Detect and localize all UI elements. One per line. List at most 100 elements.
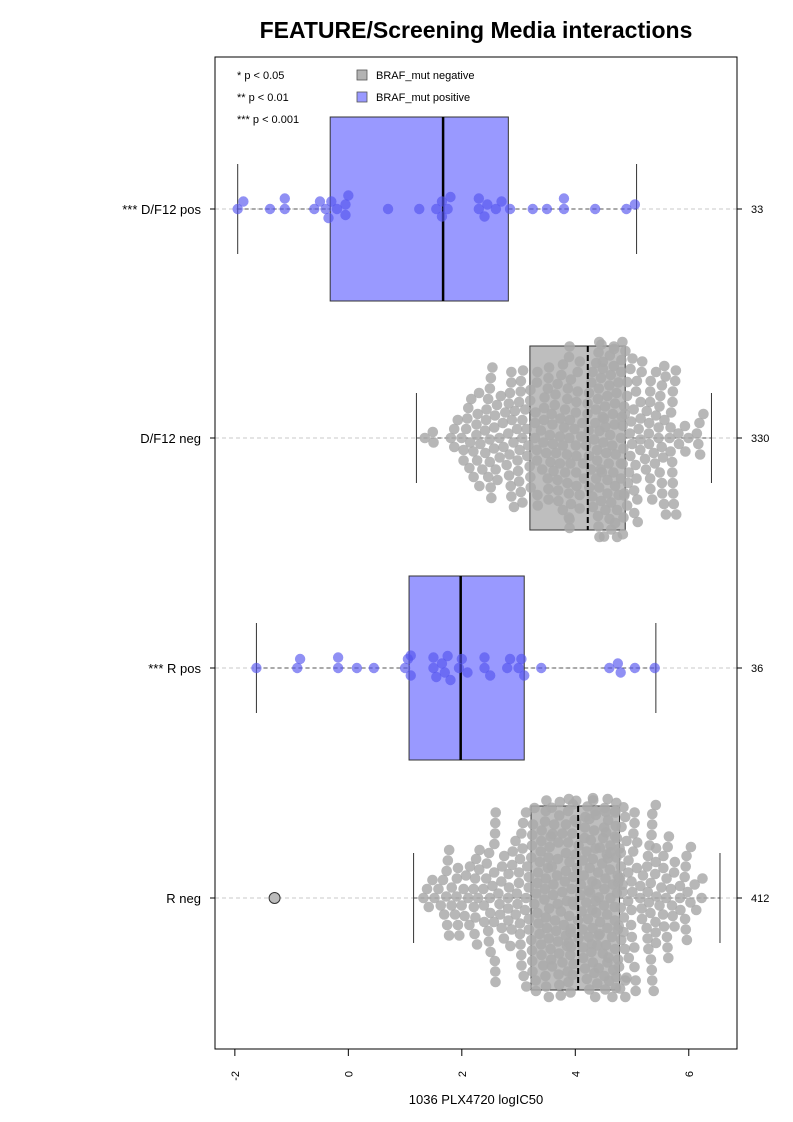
data-point <box>351 662 363 674</box>
data-point <box>473 193 485 204</box>
data-point <box>543 362 555 373</box>
data-point <box>649 662 660 674</box>
data-point <box>557 957 568 968</box>
data-point <box>458 444 469 456</box>
data-point <box>635 396 646 408</box>
data-point <box>633 423 644 435</box>
data-point <box>616 354 627 366</box>
data-point <box>494 452 505 463</box>
data-point <box>543 933 555 944</box>
data-point <box>583 450 595 462</box>
data-point <box>446 900 457 911</box>
data-point <box>558 193 570 204</box>
data-point <box>608 343 620 355</box>
data-point <box>610 449 621 460</box>
data-point <box>592 393 604 405</box>
data-point <box>593 962 605 974</box>
data-point <box>667 488 679 499</box>
data-point <box>579 963 591 974</box>
data-point <box>480 414 492 426</box>
data-point <box>508 501 520 513</box>
data-point <box>479 447 491 459</box>
data-point <box>667 477 679 489</box>
data-point <box>494 432 505 444</box>
data-point <box>572 915 584 926</box>
data-point <box>628 404 639 415</box>
data-point <box>548 465 559 477</box>
data-point <box>617 886 628 898</box>
data-point <box>656 882 667 893</box>
data-point <box>568 958 579 970</box>
group-0: *** D/F12 pos 33 <box>122 116 763 302</box>
data-point <box>646 975 658 986</box>
data-point <box>552 853 564 865</box>
data-point <box>628 828 639 839</box>
data-point <box>482 393 494 405</box>
data-point <box>646 964 658 976</box>
data-point <box>452 919 464 931</box>
data-point <box>494 898 505 910</box>
data-point <box>513 867 525 878</box>
data-point <box>607 440 618 451</box>
data-point <box>533 918 544 929</box>
data-point <box>635 434 646 445</box>
data-point <box>294 653 306 665</box>
data-point <box>596 339 607 350</box>
data-point <box>525 471 536 483</box>
data-point <box>610 807 621 818</box>
data-point <box>448 423 460 435</box>
data-point <box>616 366 627 378</box>
data-point <box>667 386 679 397</box>
data-point <box>576 906 588 917</box>
data-point <box>663 831 675 842</box>
data-point <box>472 408 484 420</box>
data-point <box>490 817 501 829</box>
data-point <box>697 873 708 884</box>
data-point <box>503 470 515 481</box>
data-point <box>578 473 590 484</box>
legend-label-negative: BRAF_mut negative <box>376 70 474 82</box>
data-point <box>649 458 661 469</box>
data-point <box>546 408 557 420</box>
data-point <box>264 203 276 215</box>
data-point <box>613 961 625 972</box>
data-point <box>595 372 607 384</box>
data-point <box>541 795 552 806</box>
data-point <box>456 432 467 444</box>
data-point <box>673 428 684 439</box>
data-point <box>645 907 656 919</box>
data-point <box>562 837 574 848</box>
data-point <box>587 366 598 378</box>
data-point <box>628 507 640 519</box>
data-point <box>470 912 481 923</box>
data-point <box>622 895 634 907</box>
data-point <box>681 934 693 946</box>
data-point <box>527 966 538 977</box>
data-point <box>547 419 558 430</box>
data-point <box>581 973 593 985</box>
data-point <box>504 203 516 215</box>
data-point <box>514 853 526 865</box>
data-point <box>650 937 662 949</box>
data-point <box>536 464 548 475</box>
data-point <box>617 529 629 540</box>
data-point <box>513 662 524 674</box>
data-point <box>629 961 640 973</box>
data-point <box>589 991 601 1003</box>
group-3: R neg 412 <box>166 792 769 1003</box>
data-point <box>563 351 575 363</box>
data-point <box>624 428 636 439</box>
data-point <box>459 910 470 922</box>
data-point <box>490 976 501 988</box>
data-point <box>562 393 573 405</box>
data-point <box>636 366 647 378</box>
data-point <box>451 891 462 902</box>
data-point <box>539 392 550 403</box>
data-point <box>479 652 490 663</box>
data-point <box>478 883 489 895</box>
data-point <box>621 835 632 847</box>
data-point <box>607 991 618 1003</box>
data-point <box>453 662 465 674</box>
data-point <box>292 662 303 674</box>
data-point <box>577 417 588 429</box>
